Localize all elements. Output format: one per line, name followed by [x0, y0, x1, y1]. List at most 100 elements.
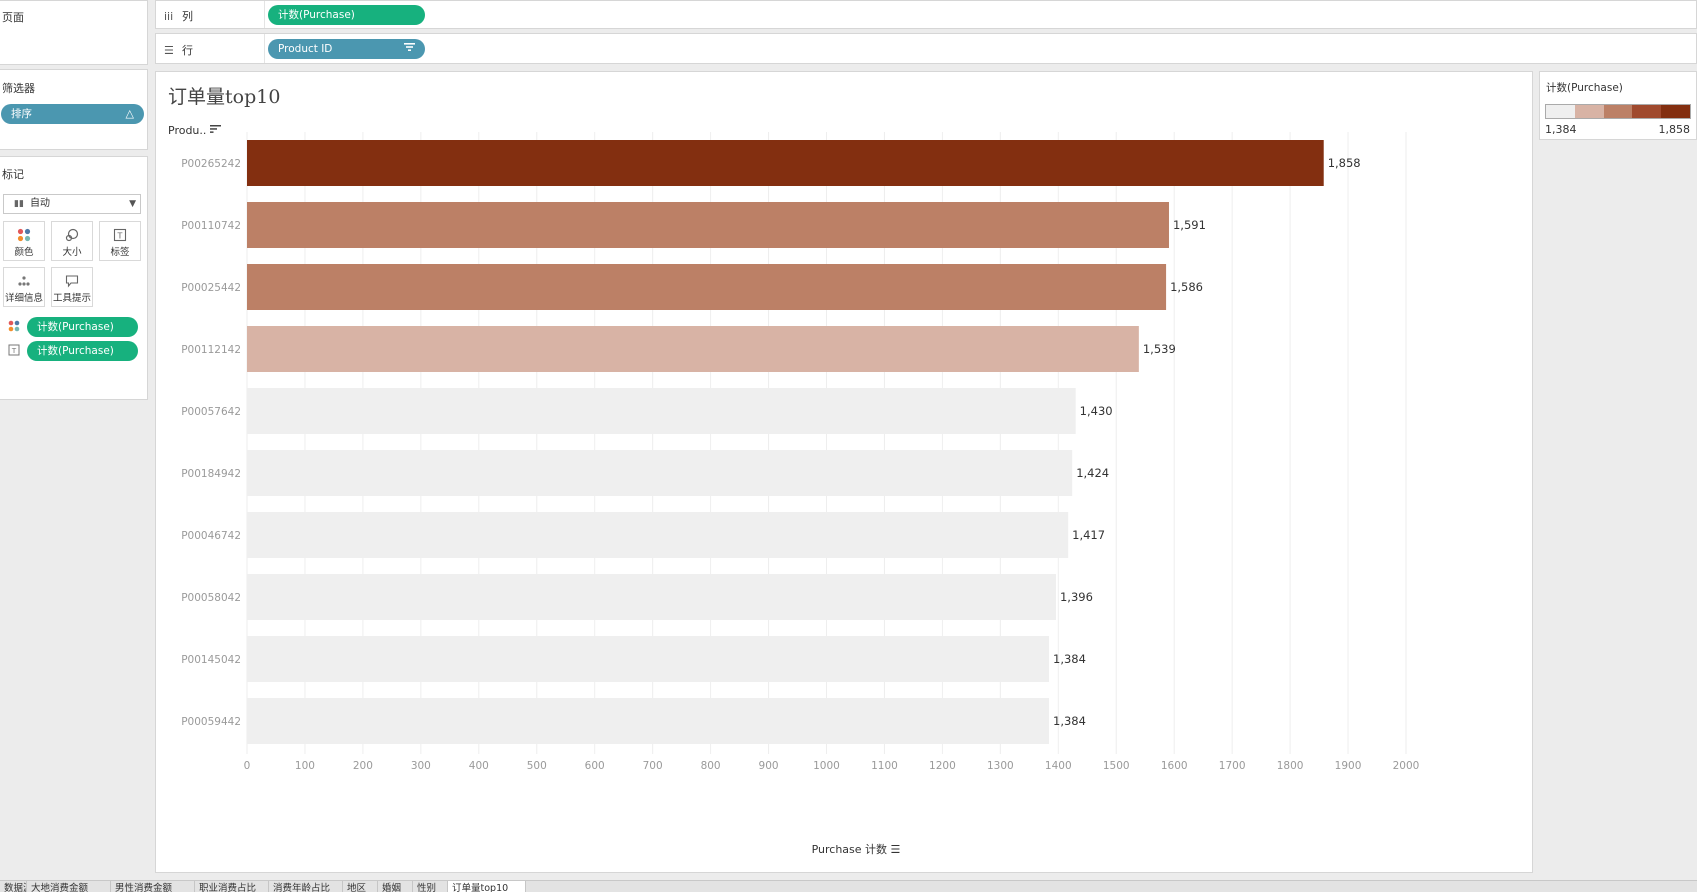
- pages-card: 页面: [0, 0, 148, 65]
- label-button[interactable]: T 标签: [99, 221, 141, 261]
- row-header-label: Produ..: [168, 124, 207, 137]
- sheet-tab[interactable]: 消费年龄占比: [269, 881, 343, 892]
- tooltip-button-label: 工具提示: [52, 293, 91, 304]
- filter-pill-sort[interactable]: 排序 △: [1, 104, 144, 124]
- label-icon: T: [8, 344, 20, 356]
- size-icon: [52, 228, 92, 242]
- marks-card-title: 标记: [2, 168, 24, 181]
- detail-icon: [4, 274, 44, 288]
- bar[interactable]: [247, 140, 1324, 186]
- x-tick-label: 1200: [929, 760, 956, 772]
- x-tick-label: 1000: [813, 760, 840, 772]
- detail-button[interactable]: 详细信息: [3, 267, 45, 307]
- x-tick-label: 900: [759, 760, 779, 772]
- filter-pill-label: 排序: [11, 108, 32, 120]
- category-label: P00059442: [181, 716, 241, 728]
- columns-shelf-label: iii 列: [164, 10, 193, 23]
- row-header[interactable]: Produ..: [168, 124, 221, 137]
- x-tick-label: 1600: [1161, 760, 1188, 772]
- bar[interactable]: [247, 450, 1073, 496]
- color-dots-icon: [4, 228, 44, 242]
- x-tick-label: 600: [585, 760, 605, 772]
- marks-card: 标记 ▮▮ 自动 ▼ 颜色 大小 T 标签 详细信息 工具提示: [0, 156, 148, 400]
- category-label: P00110742: [181, 220, 241, 232]
- sheet-title: 订单量top10: [168, 86, 281, 108]
- columns-pill[interactable]: 计数(Purchase): [268, 5, 425, 25]
- bar[interactable]: [247, 636, 1050, 682]
- sheet-tab[interactable]: 职业消费占比: [195, 881, 269, 892]
- x-tick-label: 100: [295, 760, 315, 772]
- legend-color-ramp: [1545, 104, 1691, 119]
- x-tick-label: 2000: [1393, 760, 1420, 772]
- svg-text:T: T: [11, 347, 17, 355]
- bar[interactable]: [247, 326, 1139, 372]
- x-tick-label: 1100: [871, 760, 898, 772]
- x-tick-label: 700: [643, 760, 663, 772]
- value-label: 1,396: [1060, 590, 1093, 604]
- x-tick-label: 1300: [987, 760, 1014, 772]
- sort-icon: [404, 39, 415, 59]
- category-label: P00184942: [181, 468, 241, 480]
- sheet-tab[interactable]: 订单量top10: [448, 881, 526, 892]
- x-tick-label: 1900: [1335, 760, 1362, 772]
- mark-type-value: 自动: [30, 198, 50, 209]
- rows-pill[interactable]: Product ID: [268, 39, 425, 59]
- category-label: P00025442: [181, 282, 241, 294]
- bar[interactable]: [247, 512, 1069, 558]
- sort-icon[interactable]: [209, 125, 221, 137]
- value-label: 1,539: [1143, 342, 1176, 356]
- category-label: P00145042: [181, 654, 241, 666]
- bars: [247, 140, 1324, 744]
- sheet-tab[interactable]: 男性消费金额: [111, 881, 195, 892]
- label-icon: T: [100, 228, 140, 242]
- x-tick-label: 1500: [1103, 760, 1130, 772]
- value-label: 1,586: [1170, 280, 1203, 294]
- columns-shelf: iii 列 计数(Purchase): [155, 0, 1697, 29]
- filters-card: 筛选器 排序 △: [0, 69, 148, 150]
- sheet-tab[interactable]: 性别: [413, 881, 448, 892]
- legend-ramp-step: [1632, 105, 1662, 118]
- color-dots-icon: [8, 320, 20, 332]
- category-label: P00057642: [181, 406, 241, 418]
- x-tick-label: 1700: [1219, 760, 1246, 772]
- pages-card-title: 页面: [2, 11, 24, 24]
- x-tick-label: 1800: [1277, 760, 1304, 772]
- tooltip-button[interactable]: 工具提示: [51, 267, 93, 307]
- value-label: 1,858: [1328, 156, 1361, 170]
- category-label: P00046742: [181, 530, 241, 542]
- bar-chart-icon: ▮▮: [14, 199, 24, 209]
- size-button[interactable]: 大小: [51, 221, 93, 261]
- encoding-label-pill[interactable]: 计数(Purchase): [27, 341, 138, 361]
- sheet-tab[interactable]: 婚姻: [378, 881, 413, 892]
- legend-ramp-step: [1546, 105, 1575, 118]
- sheet-tab[interactable]: 大地消费金额: [27, 881, 111, 892]
- sort-icon[interactable]: ☰: [891, 843, 901, 856]
- color-button-label: 颜色: [14, 247, 34, 258]
- x-tick-label: 500: [527, 760, 547, 772]
- shelf-divider: [264, 1, 265, 28]
- sheet-tab[interactable]: 数据源: [0, 881, 27, 892]
- encoding-color-pill[interactable]: 计数(Purchase): [27, 317, 138, 337]
- legend-ramp-step: [1574, 105, 1604, 118]
- svg-text:T: T: [117, 232, 123, 241]
- sheet-tab[interactable]: 地区: [343, 881, 378, 892]
- legend-max-value: 1,858: [1658, 123, 1691, 136]
- color-button[interactable]: 颜色: [3, 221, 45, 261]
- bar[interactable]: [247, 264, 1167, 310]
- bar[interactable]: [247, 202, 1169, 248]
- color-legend: 计数(Purchase) 1,384 1,858: [1539, 71, 1697, 140]
- bar[interactable]: [247, 574, 1056, 620]
- x-axis-ticks: 0 100 200 300 400 500 600 700 800 900 1000 1100 1200…: [244, 760, 1420, 772]
- mark-type-dropdown[interactable]: ▮▮ 自动 ▼: [3, 194, 141, 214]
- bar[interactable]: [247, 698, 1050, 744]
- sheet-tabs-bar: 数据源大地消费金额男性消费金额职业消费占比消费年龄占比地区婚姻性别订单量top1…: [0, 880, 1697, 892]
- x-tick-label: 200: [353, 760, 373, 772]
- rows-shelf-label: ☰ 行: [164, 44, 193, 57]
- label-button-label: 标签: [110, 247, 130, 258]
- columns-icon: iii: [164, 10, 174, 23]
- legend-ramp-step: [1661, 105, 1690, 118]
- bar[interactable]: [247, 388, 1076, 434]
- size-button-label: 大小: [62, 247, 82, 258]
- x-tick-label: 300: [411, 760, 431, 772]
- rows-pill-label: Product ID: [278, 43, 333, 55]
